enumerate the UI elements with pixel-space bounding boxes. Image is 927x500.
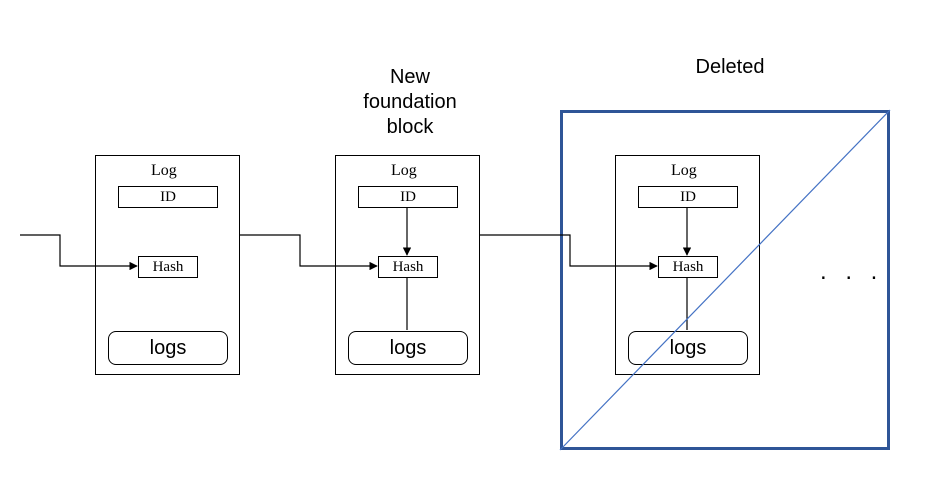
block-3: Log ID Hash logs (615, 155, 760, 375)
block-3-hash-text: Hash (673, 259, 704, 276)
block-2: Log ID Hash logs (335, 155, 480, 375)
block-3-id-text: ID (680, 189, 696, 206)
caption-new-foundation: New foundation block (350, 65, 470, 140)
block-1-hash-box: Hash (138, 256, 198, 278)
block-1-log-label: Log (151, 162, 177, 180)
block-2-id-box: ID (358, 186, 458, 208)
block-3-id-box: ID (638, 186, 738, 208)
block-1-logs-text: logs (150, 337, 187, 360)
block-2-logs-text: logs (390, 337, 427, 360)
block-1-id-text: ID (160, 189, 176, 206)
block-3-log-label: Log (671, 162, 697, 180)
block-1-hash-text: Hash (153, 259, 184, 276)
block-3-hash-box: Hash (658, 256, 718, 278)
block-2-hash-text: Hash (393, 259, 424, 276)
block-3-logs-box: logs (628, 331, 748, 365)
diagram-canvas: New foundation block Deleted Log ID Hash… (0, 0, 927, 500)
ellipsis-dots: . . . (820, 258, 883, 286)
block-1-logs-box: logs (108, 331, 228, 365)
block-3-logs-text: logs (670, 337, 707, 360)
block-1-id-box: ID (118, 186, 218, 208)
block-2-hash-box: Hash (378, 256, 438, 278)
block-2-id-text: ID (400, 189, 416, 206)
block-2-logs-box: logs (348, 331, 468, 365)
block-1: Log ID Hash logs (95, 155, 240, 375)
block-2-log-label: Log (391, 162, 417, 180)
caption-deleted: Deleted (660, 55, 800, 80)
